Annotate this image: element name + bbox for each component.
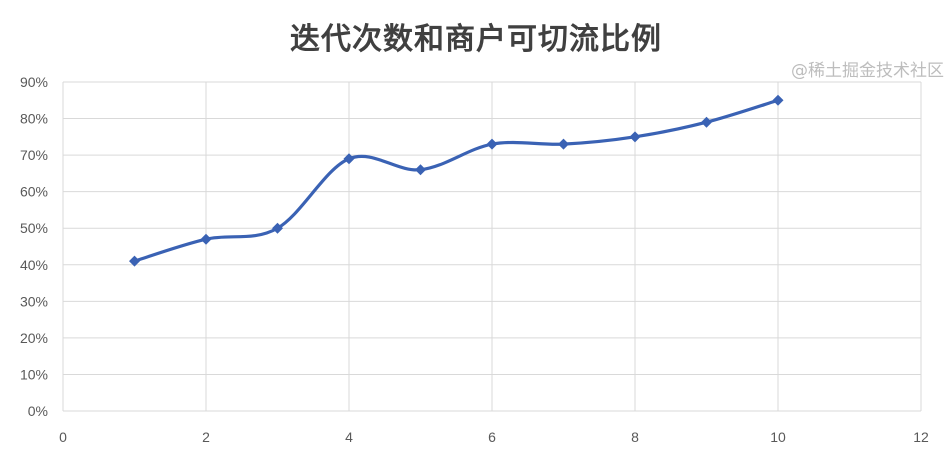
y-tick-label: 60% bbox=[20, 184, 48, 200]
data-point-marker bbox=[486, 138, 498, 150]
data-point-marker bbox=[129, 255, 140, 267]
y-tick-label: 40% bbox=[20, 257, 48, 273]
data-point-marker bbox=[343, 153, 355, 165]
y-tick-label: 30% bbox=[20, 293, 48, 309]
x-tick-label: 2 bbox=[202, 429, 210, 445]
y-tick-label: 0% bbox=[28, 403, 48, 419]
data-point-marker bbox=[415, 164, 426, 176]
x-tick-label: 8 bbox=[631, 429, 639, 445]
watermark: @稀土掘金技术社区 bbox=[791, 61, 944, 81]
data-point-marker bbox=[272, 222, 283, 234]
chart-title: 迭代次数和商户可切流比例 bbox=[290, 22, 662, 57]
x-tick-label: 6 bbox=[488, 429, 496, 445]
data-point-marker bbox=[701, 116, 712, 128]
data-point-marker bbox=[558, 138, 569, 150]
x-tick-label: 12 bbox=[913, 429, 929, 445]
x-tick-label: 10 bbox=[770, 429, 786, 445]
data-point-marker bbox=[772, 94, 784, 106]
y-tick-label: 10% bbox=[20, 366, 48, 382]
x-tick-label: 4 bbox=[345, 429, 353, 445]
y-tick-label: 80% bbox=[20, 111, 48, 127]
y-tick-label: 70% bbox=[20, 147, 48, 163]
y-tick-label: 90% bbox=[20, 74, 48, 90]
x-tick-label: 0 bbox=[59, 429, 67, 445]
y-tick-label: 20% bbox=[20, 330, 48, 346]
data-point-marker bbox=[629, 131, 641, 143]
data-point-marker bbox=[200, 233, 212, 245]
y-tick-label: 50% bbox=[20, 220, 48, 236]
series-line bbox=[134, 98, 779, 263]
